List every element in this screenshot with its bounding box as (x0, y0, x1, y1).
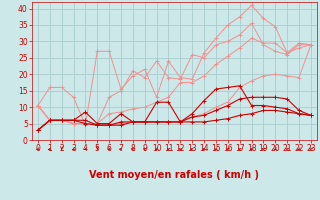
X-axis label: Vent moyen/en rafales ( km/h ): Vent moyen/en rafales ( km/h ) (89, 170, 260, 180)
